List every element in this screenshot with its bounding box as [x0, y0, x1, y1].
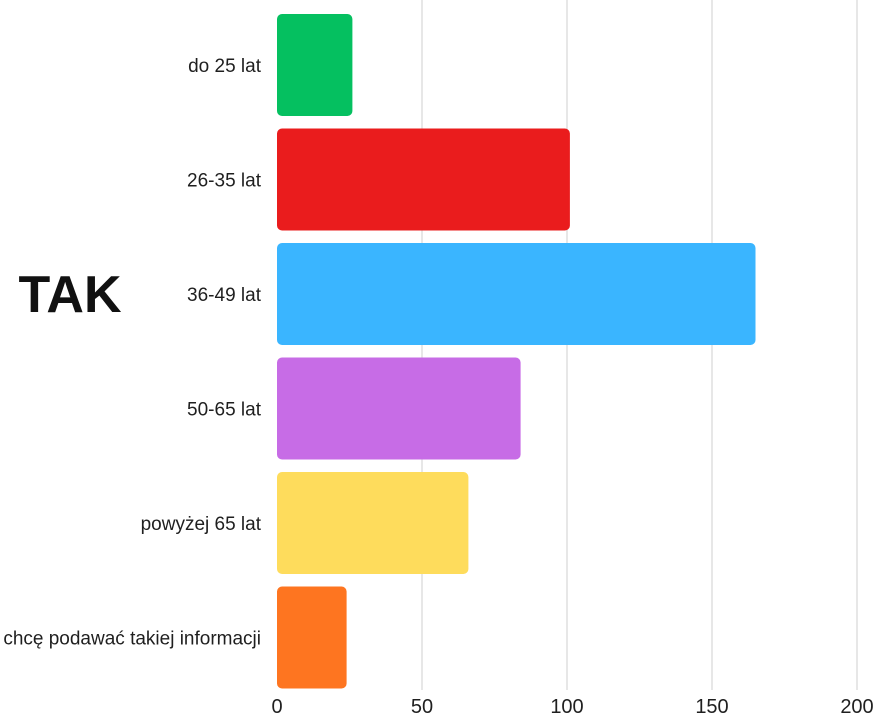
x-tick-label-0: 0: [271, 696, 282, 718]
x-tick-label-200: 200: [840, 696, 873, 718]
category-label-2: 26-35 lat: [187, 171, 262, 192]
bars: [277, 14, 756, 689]
bar-2: [277, 128, 570, 231]
bar-3: [277, 243, 756, 345]
x-tick-label-100: 100: [550, 696, 583, 718]
group-label: TAK: [18, 266, 121, 324]
category-labels: do 25 lat 26-35 lat 36-49 lat 50-65 lat powy…: [0, 56, 262, 650]
category-label-4: 50-65 lat: [187, 400, 262, 421]
bar-1: [277, 14, 353, 116]
x-tick-label-50: 50: [411, 696, 433, 718]
category-label-1: do 25 lat: [188, 56, 262, 77]
category-label-3: 36-49 lat: [187, 285, 262, 306]
bar-5: [277, 472, 469, 574]
bar-4: [277, 357, 521, 460]
x-tick-label-150: 150: [695, 696, 728, 718]
category-label-6: nie chcę podawać takiej informacji: [0, 629, 261, 650]
category-label-5: powyżej 65 lat: [141, 514, 262, 535]
bar-6: [277, 586, 347, 689]
x-axis-ticks: 0 50 100 150 200: [271, 696, 873, 718]
